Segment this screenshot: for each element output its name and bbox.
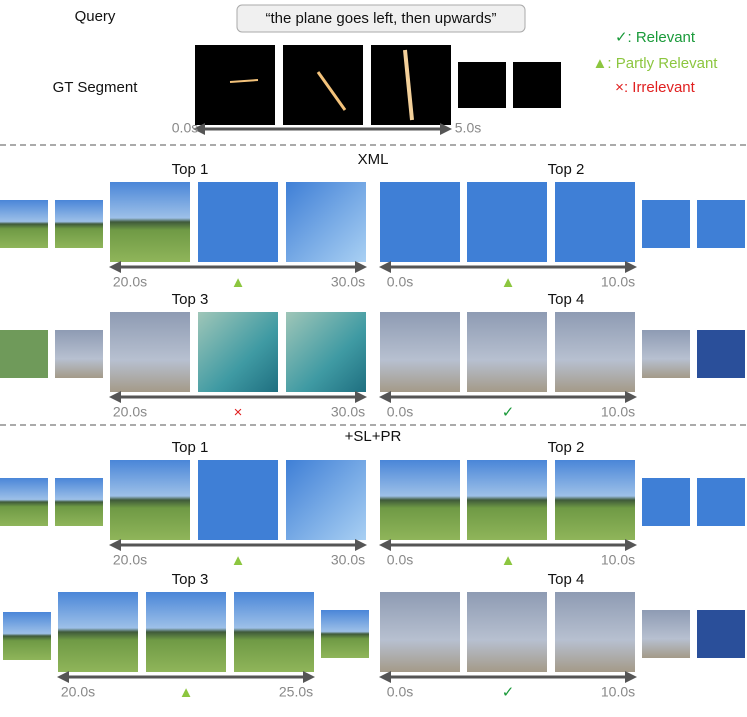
video-frame: [642, 478, 690, 526]
relevance-marker: ▲: [501, 274, 516, 291]
video-frame: [697, 330, 745, 378]
start-time: 0.0s: [387, 274, 413, 290]
video-frame: [642, 330, 690, 378]
start-time: 0.0s: [387, 684, 413, 700]
result-label: Top 1: [172, 161, 209, 178]
video-frame: [467, 592, 547, 672]
video-frame: [58, 592, 138, 672]
start-time: 0.0s: [387, 552, 413, 568]
video-frame: [467, 182, 547, 262]
legend-entry: ✓: Relevant: [615, 29, 696, 46]
video-frame: [0, 200, 48, 248]
gt-start: 0.0s: [172, 120, 198, 136]
query-label: Query: [75, 8, 116, 25]
video-frame: [286, 312, 366, 392]
relevance-marker: ×: [234, 404, 243, 421]
video-frame: [286, 460, 366, 540]
start-time: 0.0s: [387, 404, 413, 420]
legend-symbol: ▲: [593, 55, 608, 72]
start-time: 20.0s: [113, 274, 147, 290]
end-time: 10.0s: [601, 274, 635, 290]
start-time: 20.0s: [113, 552, 147, 568]
video-frame: [697, 478, 745, 526]
video-frame: [380, 460, 460, 540]
result-label: Top 2: [548, 439, 585, 456]
end-time: 10.0s: [601, 684, 635, 700]
result-label: Top 4: [548, 571, 585, 588]
relevance-marker: ▲: [501, 552, 516, 569]
result-label: Top 4: [548, 291, 585, 308]
video-frame: [55, 200, 103, 248]
video-frame: [467, 460, 547, 540]
video-frame: [198, 182, 278, 262]
section-title: XML: [358, 151, 389, 168]
video-frame: [0, 478, 48, 526]
gt-end: 5.0s: [455, 120, 481, 136]
video-frame: [286, 182, 366, 262]
video-frame: [110, 460, 190, 540]
video-frame: [234, 592, 314, 672]
legend-entry: ×: Irrelevant: [615, 79, 695, 96]
start-time: 20.0s: [113, 404, 147, 420]
relevance-marker: ✓: [502, 684, 515, 701]
video-frame: [198, 312, 278, 392]
video-frame: [198, 460, 278, 540]
end-time: 10.0s: [601, 552, 635, 568]
end-time: 30.0s: [331, 552, 365, 568]
end-time: 30.0s: [331, 274, 365, 290]
video-frame: [110, 182, 190, 262]
legend-entry: ▲: Partly Relevant: [593, 55, 719, 72]
video-frame: [555, 312, 635, 392]
end-time: 10.0s: [601, 404, 635, 420]
video-frame: [321, 610, 369, 658]
legend-label: : Irrelevant: [624, 79, 696, 96]
result-label: Top 1: [172, 439, 209, 456]
relevance-marker: ▲: [231, 274, 246, 291]
result-label: Top 2: [548, 161, 585, 178]
section-title: +SL+PR: [345, 428, 402, 445]
query-text: “the plane goes left, then upwards”: [266, 10, 497, 27]
video-frame: [55, 330, 103, 378]
query-box: [236, 4, 526, 33]
video-frame: [0, 330, 48, 378]
result-label: Top 3: [172, 291, 209, 308]
video-frame: [555, 182, 635, 262]
video-frame: [146, 592, 226, 672]
legend-symbol: ✓: [615, 29, 628, 46]
video-frame: [555, 460, 635, 540]
result-label: Top 3: [172, 571, 209, 588]
gt-label: GT Segment: [53, 79, 139, 96]
end-time: 30.0s: [331, 404, 365, 420]
video-frame: [697, 610, 745, 658]
end-time: 25.0s: [279, 684, 313, 700]
legend-label: : Relevant: [628, 29, 696, 46]
video-frame: [642, 200, 690, 248]
video-frame: [3, 612, 51, 660]
relevance-marker: ✓: [502, 404, 515, 421]
video-frame: [380, 182, 460, 262]
relevance-marker: ▲: [179, 684, 194, 701]
video-frame: [555, 592, 635, 672]
video-frame: [380, 312, 460, 392]
start-time: 20.0s: [61, 684, 95, 700]
video-frame: [55, 478, 103, 526]
gt-frames: [195, 45, 561, 125]
video-frame: [110, 312, 190, 392]
video-frame: [642, 610, 690, 658]
video-frame: [380, 592, 460, 672]
relevance-marker: ▲: [231, 552, 246, 569]
video-frame: [697, 200, 745, 248]
legend-label: : Partly Relevant: [607, 55, 718, 72]
legend-symbol: ×: [615, 79, 624, 96]
video-frame: [467, 312, 547, 392]
